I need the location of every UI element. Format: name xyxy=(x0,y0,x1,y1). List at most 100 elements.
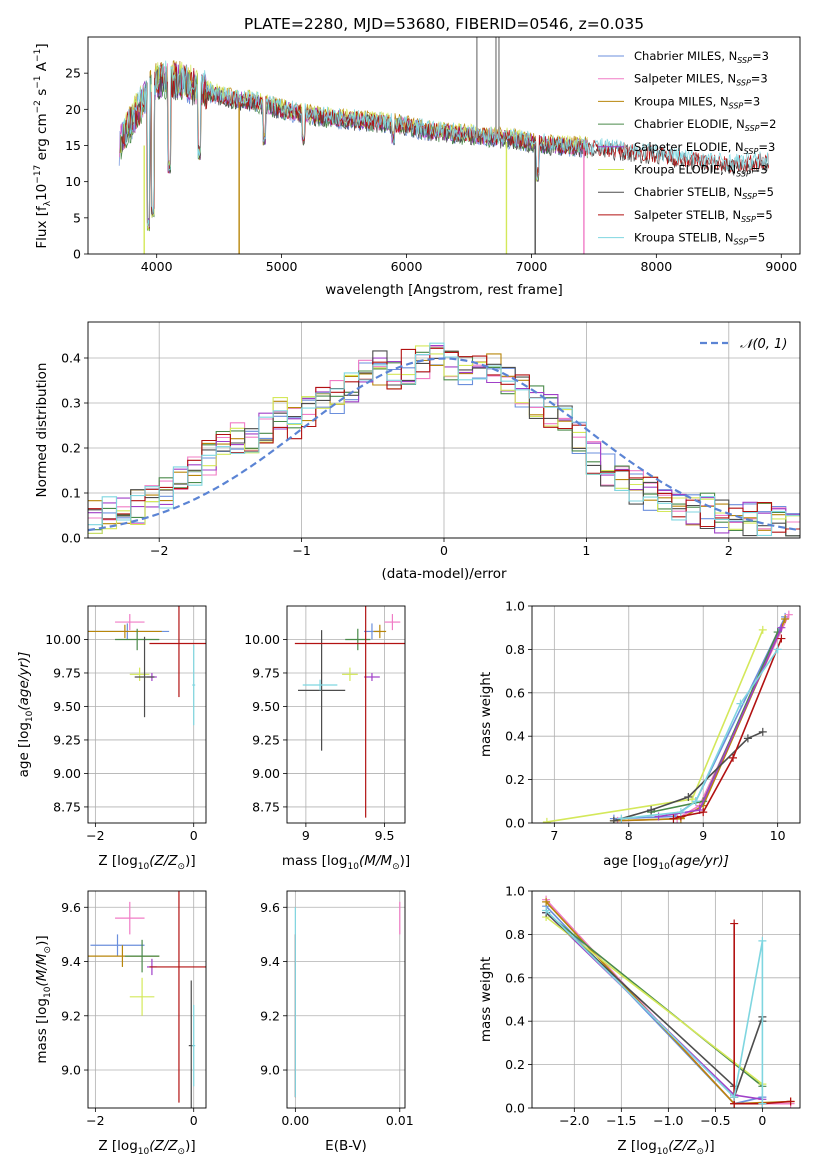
y-tick-label: 25 xyxy=(65,66,81,81)
mass-weight-marker xyxy=(699,808,708,817)
legend-text: Salpeter MILES, N xyxy=(634,72,736,86)
legend-sub: SSP xyxy=(744,147,759,156)
y-tick-label: 0.2 xyxy=(505,772,525,787)
mass-weight-marker xyxy=(773,645,782,654)
label-part: )] xyxy=(34,935,50,946)
histogram-step xyxy=(88,345,800,534)
mass-weight-marker xyxy=(777,623,786,632)
label-part: 10 xyxy=(658,862,670,872)
legend-text: Kroupa STELIB, N xyxy=(634,231,734,245)
mass-weight-marker xyxy=(758,936,767,945)
x-tick-label: 8 xyxy=(625,828,633,843)
y-tick-label: 0.2 xyxy=(61,441,81,456)
axes-frame xyxy=(87,890,207,1109)
label-part: (Z/Z xyxy=(149,853,178,869)
y-tick-label: 1.0 xyxy=(505,599,525,614)
label-part: (age/yr)] xyxy=(16,652,32,711)
legend-sub: SSP xyxy=(734,238,749,247)
mass-weight-marker xyxy=(676,808,685,817)
legend-tail: =3 xyxy=(743,94,760,108)
mass-weight-marker xyxy=(730,1093,739,1102)
label-part: E(B-V) xyxy=(325,1138,367,1154)
legend-text: Kroupa ELODIE, N xyxy=(634,163,736,177)
label-part: ⊙ xyxy=(178,1147,186,1157)
y-tick-label: 10.00 xyxy=(244,632,280,647)
y-tick-label: 9.0 xyxy=(61,1063,81,1078)
figure-title: PLATE=2280, MJD=53680, FIBERID=0546, z=0… xyxy=(244,15,644,33)
label-part: mass [log xyxy=(282,853,348,869)
spectrum-panel: 4000 5000 6000 7000 8000 9000 0 5 10 15 20 25 Chabri… xyxy=(33,36,801,298)
legend-label: Chabrier ELODIE, NSSP=2 xyxy=(634,117,776,133)
label-part: mass weight xyxy=(478,672,494,757)
label-part: Z [log xyxy=(98,1138,137,1154)
histogram-step xyxy=(88,342,800,536)
y-tick-label: 0.4 xyxy=(505,1014,525,1029)
axes-frame xyxy=(87,36,801,255)
x-tick-label: 7 xyxy=(550,828,558,843)
label-part: )] xyxy=(400,853,411,869)
axes-frame xyxy=(87,605,207,824)
x-tick-label: −2 xyxy=(86,1113,104,1128)
legend-tail: =5 xyxy=(757,185,774,199)
y-tick-label: 9.75 xyxy=(53,665,81,680)
y-tick-label: 5 xyxy=(73,210,81,225)
label-part: )] xyxy=(185,853,196,869)
mass-weight-marker xyxy=(542,897,551,906)
legend-label: Salpeter STELIB, NSSP=5 xyxy=(634,208,773,224)
legend-sub: SSP xyxy=(736,170,751,179)
mass-weight-marker xyxy=(729,753,737,762)
mass-weight-line xyxy=(545,912,763,1087)
label-part: ] xyxy=(34,43,50,48)
label-part: 10 xyxy=(43,986,53,998)
mass-weight-marker xyxy=(743,734,752,743)
spectrum-line xyxy=(121,60,769,228)
label-part: s xyxy=(34,89,50,100)
legend-tail: =3 xyxy=(751,163,768,177)
legend-label: 𝒩(0, 1) xyxy=(740,337,787,352)
label-part: 10 xyxy=(347,862,359,872)
legend-sub: SSP xyxy=(741,215,756,224)
legend-text: Salpeter STELIB, N xyxy=(634,208,741,222)
residual-histogram-panel: −2 −1 0 1 2 0.0 0.1 0.2 0.3 0.4 𝒩(0, 1) (data-model… xyxy=(34,321,801,582)
x-axis-label: Z [log10(Z/Z⊙)] xyxy=(98,853,195,872)
mass-weight-marker xyxy=(736,699,745,708)
mass-weight-marker xyxy=(758,1099,767,1108)
legend-label: Salpeter MILES, NSSP=3 xyxy=(634,72,768,88)
label-part: age [log xyxy=(16,722,32,777)
plot-area xyxy=(88,891,206,1108)
mass-weight-marker xyxy=(758,625,767,634)
mass-weight-line xyxy=(545,909,764,1104)
plot-area xyxy=(88,342,800,537)
mass-weight-vs-metallicity-panel: −2.0 −1.5 −1.0 −0.5 0 0.0 0.2 0.4 0.6 0.8 1.0 Z [lo… xyxy=(478,884,801,1157)
label-part: (Z/Z xyxy=(149,1138,178,1154)
mass-weight-marker xyxy=(781,615,790,624)
y-tick-label: 9.25 xyxy=(252,732,280,747)
y-tick-label: 0 xyxy=(73,247,81,262)
x-tick-label: −1.5 xyxy=(606,1113,636,1128)
y-tick-label: 0.0 xyxy=(61,531,81,546)
label-part: (age/yr)] xyxy=(670,853,729,869)
mass-weight-line xyxy=(733,923,791,1105)
x-axis-label: (data-model)/error xyxy=(381,566,507,582)
x-tick-label: 6000 xyxy=(391,259,423,274)
y-tick-label: 9.00 xyxy=(53,766,81,781)
y-tick-label: 9.6 xyxy=(61,900,81,915)
y-tick-label: 9.4 xyxy=(61,954,81,969)
label-part: Z [log xyxy=(98,853,137,869)
legend-text: Salpeter ELODIE, N xyxy=(634,140,744,154)
axes-frame xyxy=(286,605,406,824)
x-tick-label: −1.0 xyxy=(653,1113,683,1128)
y-axis-label: mass weight xyxy=(478,672,494,757)
legend-sub: SSP xyxy=(737,56,752,65)
x-tick-label: 4000 xyxy=(141,259,173,274)
x-tick-label: 0.00 xyxy=(281,1113,309,1128)
x-tick-label: 0 xyxy=(440,543,448,558)
label-part: −2 xyxy=(33,100,43,113)
x-axis-label: Z [log10(Z/Z⊙)] xyxy=(617,1138,714,1157)
y-tick-label: 0.4 xyxy=(61,351,81,366)
mass-weight-line xyxy=(545,916,763,1085)
x-axis-label: E(B-V) xyxy=(325,1138,367,1154)
x-tick-label: 0 xyxy=(190,1113,198,1128)
label-part: 10 xyxy=(34,184,50,201)
plot-area xyxy=(542,610,793,823)
